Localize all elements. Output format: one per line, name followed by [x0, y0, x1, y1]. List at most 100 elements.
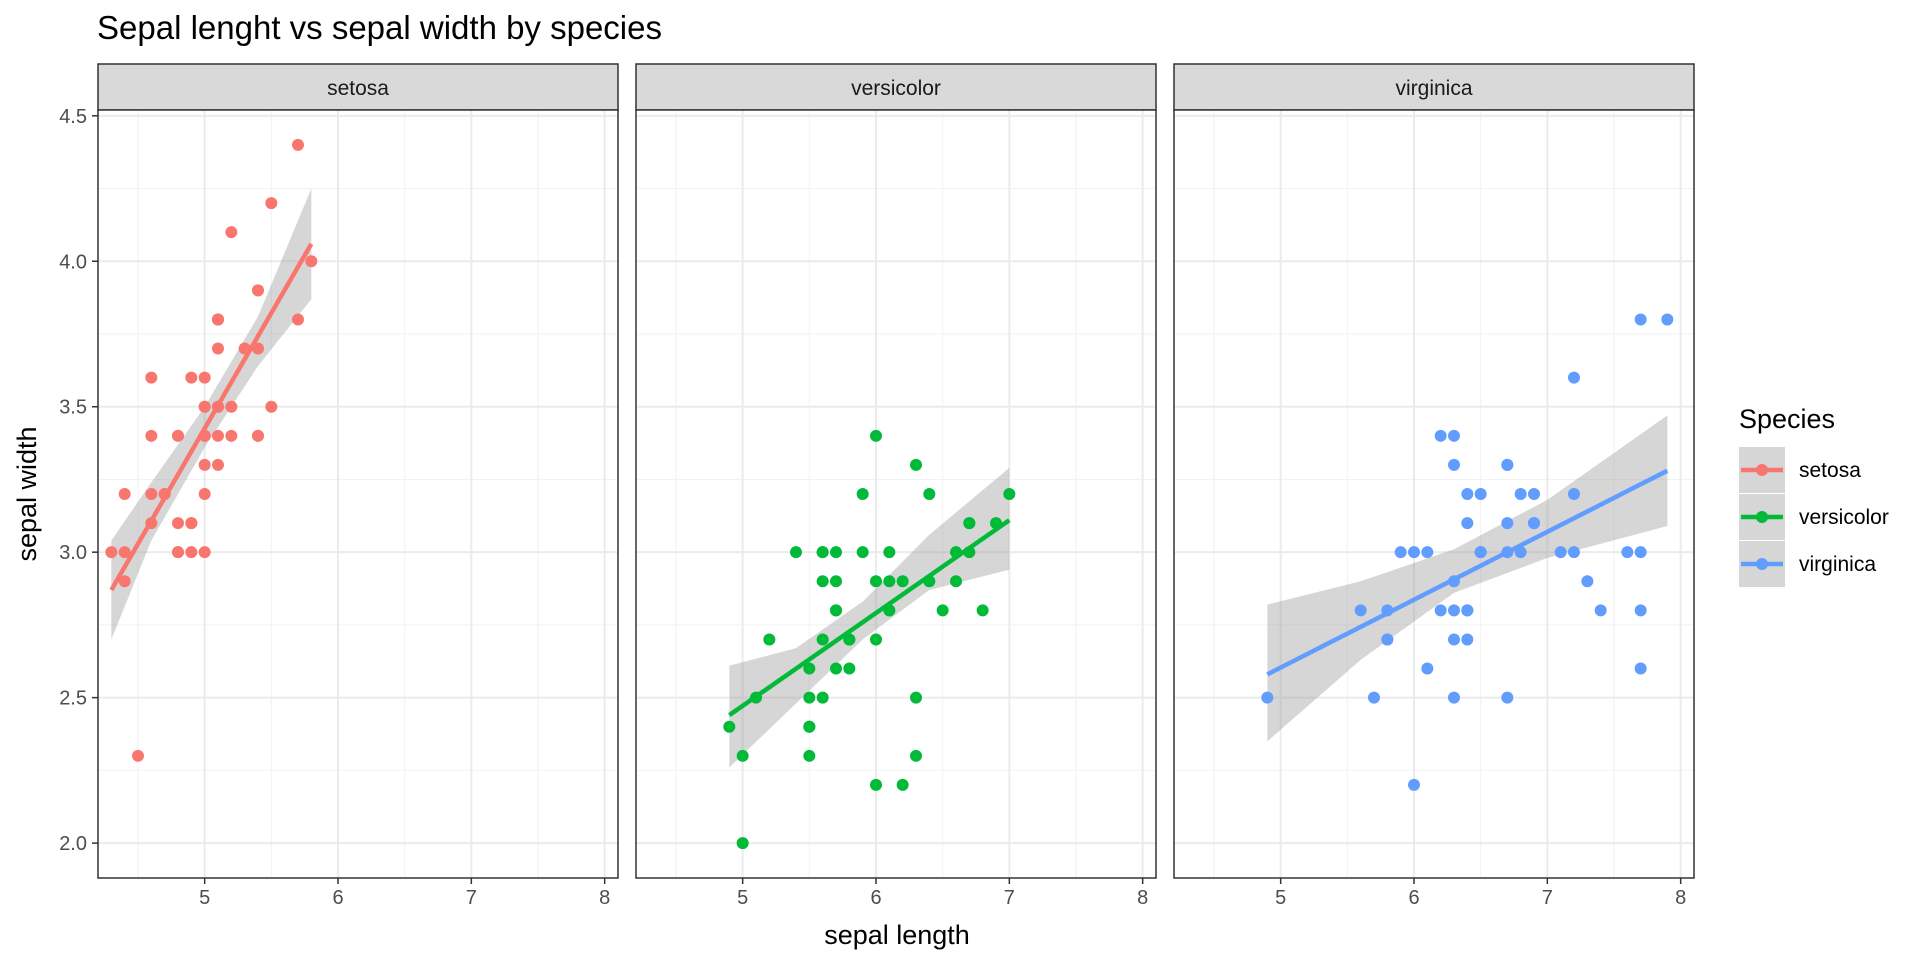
data-point: [1661, 313, 1674, 326]
data-point: [870, 575, 882, 588]
data-point: [1621, 546, 1634, 559]
data-point: [1474, 488, 1487, 500]
data-point: [212, 458, 224, 471]
data-point: [830, 662, 842, 675]
data-point: [1568, 488, 1580, 500]
data-point: [1634, 546, 1647, 559]
data-point: [870, 429, 882, 442]
data-point: [830, 604, 842, 617]
data-point: [212, 342, 224, 355]
data-point: [910, 749, 922, 762]
data-point: [1448, 458, 1460, 471]
facet-strip: [635, 63, 1157, 111]
data-point: [1461, 488, 1474, 500]
data-point: [870, 633, 882, 646]
data-point: [736, 749, 749, 762]
data-point: [936, 604, 949, 617]
x-tick-label: 6: [870, 887, 881, 909]
data-point: [225, 226, 238, 239]
data-point: [950, 575, 962, 588]
data-point: [963, 517, 976, 530]
y-tick-label: 4.5: [59, 106, 87, 128]
panel-virginica: virginica 5 6 7 8: [1173, 63, 1695, 909]
data-point: [1501, 458, 1514, 471]
data-point: [1381, 633, 1394, 646]
data-point: [198, 488, 211, 500]
legend-key-point: [1756, 511, 1768, 523]
data-point: [803, 662, 816, 675]
data-point: [1408, 778, 1420, 791]
regression-line: [109, 242, 314, 592]
legend-label: virginica: [1799, 553, 1876, 576]
data-point: [1568, 371, 1580, 384]
data-point: [736, 837, 749, 850]
data-point: [1501, 691, 1514, 704]
data-point: [1594, 604, 1607, 617]
data-point: [763, 633, 776, 646]
legend-item-virginica: virginica: [1739, 541, 1876, 587]
data-point: [816, 575, 829, 588]
data-point: [883, 575, 896, 588]
data-point: [1474, 546, 1487, 559]
data-point: [723, 720, 736, 733]
data-point: [896, 575, 909, 588]
panel-background: [1174, 110, 1694, 878]
data-point: [1568, 546, 1580, 559]
data-point: [198, 371, 211, 384]
legend-title: Species: [1739, 404, 1835, 434]
legend-label: versicolor: [1799, 506, 1889, 529]
data-point: [843, 633, 856, 646]
data-point: [252, 429, 264, 442]
data-point: [1448, 633, 1460, 646]
panel-border: [635, 109, 1157, 879]
data-point: [856, 546, 869, 559]
panel-background: [636, 110, 1156, 878]
y-tick-label: 3.5: [59, 397, 87, 419]
data-point: [1581, 575, 1594, 588]
legend-key-point: [1756, 558, 1768, 570]
data-point: [843, 662, 856, 675]
regression-line: [728, 518, 1011, 717]
data-point: [252, 284, 264, 297]
legend-key-point: [1756, 464, 1768, 476]
data-point: [790, 546, 802, 559]
data-point: [212, 429, 224, 442]
y-tick-label: 2.0: [59, 833, 87, 855]
data-point: [185, 371, 198, 384]
data-point: [1461, 633, 1474, 646]
data-point: [910, 458, 922, 471]
x-tick-label: 7: [466, 887, 477, 909]
panel-background: [98, 110, 618, 878]
data-point: [118, 575, 131, 588]
x-tick-label: 7: [1542, 887, 1553, 909]
data-point: [1421, 546, 1434, 559]
y-axis-title: sepal width: [12, 426, 42, 561]
panels-layer: 2.0 2.5 3.0 3.5 4.0 4.5 setosa 5 6 7 8 versicolor 5 6…: [59, 63, 1695, 909]
panel-border: [97, 109, 619, 879]
data-point: [910, 691, 922, 704]
data-point: [1461, 604, 1474, 617]
data-point: [1408, 546, 1420, 559]
x-tick-label: 8: [599, 887, 610, 909]
data-point: [292, 138, 304, 151]
data-point: [870, 778, 882, 791]
facet-strip-label: virginica: [1395, 77, 1472, 100]
data-point: [292, 313, 304, 326]
data-point: [1421, 662, 1434, 675]
panel-versicolor: versicolor 5 6 7 8: [635, 63, 1157, 909]
data-point: [118, 546, 131, 559]
data-point: [856, 488, 869, 500]
x-tick-label: 7: [1004, 887, 1015, 909]
panel-border: [1173, 109, 1695, 879]
panel-setosa: setosa 5 6 7 8: [97, 63, 619, 909]
data-point: [1003, 488, 1016, 500]
data-point: [185, 517, 198, 530]
data-point: [212, 313, 224, 326]
data-point: [145, 488, 158, 500]
data-point: [816, 633, 829, 646]
data-point: [830, 575, 842, 588]
facet-strip: [1173, 63, 1695, 111]
data-point: [172, 517, 184, 530]
data-point: [105, 546, 118, 559]
